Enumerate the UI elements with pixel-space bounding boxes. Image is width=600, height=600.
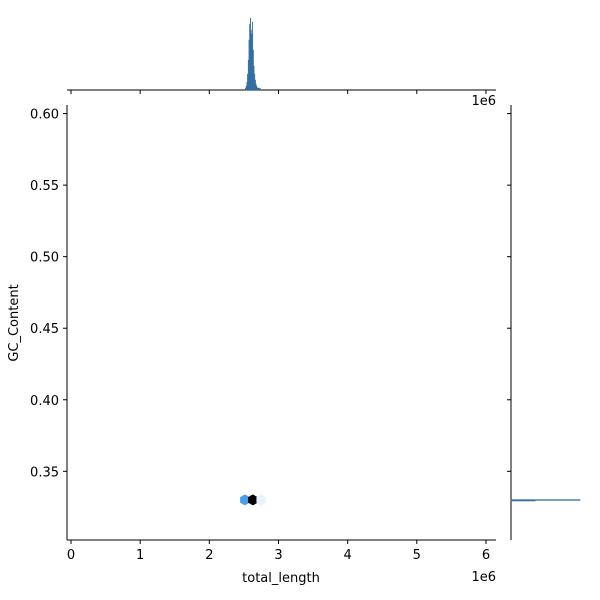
- x-axis-label: total_length: [242, 571, 320, 586]
- x-offset-label: 1e6: [471, 94, 496, 109]
- y-axis-label: GC_Content: [7, 284, 22, 361]
- histogram-bar: [510, 499, 581, 501]
- x-tick-label: 0: [67, 548, 75, 563]
- y-tick-label: 0.55: [30, 179, 59, 194]
- y-tick-label: 0.50: [30, 251, 59, 266]
- hexbin: [256, 494, 266, 506]
- x-offset-label: 1e6: [471, 570, 496, 585]
- y-tick-label: 0.35: [30, 465, 59, 480]
- x-tick-label: 1: [136, 548, 144, 563]
- y-tick-label: 0.45: [30, 322, 59, 337]
- hexbin: [248, 494, 258, 506]
- histogram-bar: [259, 87, 261, 91]
- y-tick-label: 0.40: [30, 394, 59, 409]
- hexbin: [240, 494, 250, 506]
- x-tick-label: 5: [413, 548, 421, 563]
- x-tick-label: 3: [274, 548, 282, 563]
- y-tick-label: 0.60: [30, 108, 59, 123]
- histogram-bar: [258, 87, 260, 91]
- x-tick-label: 2: [205, 548, 213, 563]
- x-tick-label: 6: [482, 548, 490, 563]
- x-tick-label: 4: [344, 548, 352, 563]
